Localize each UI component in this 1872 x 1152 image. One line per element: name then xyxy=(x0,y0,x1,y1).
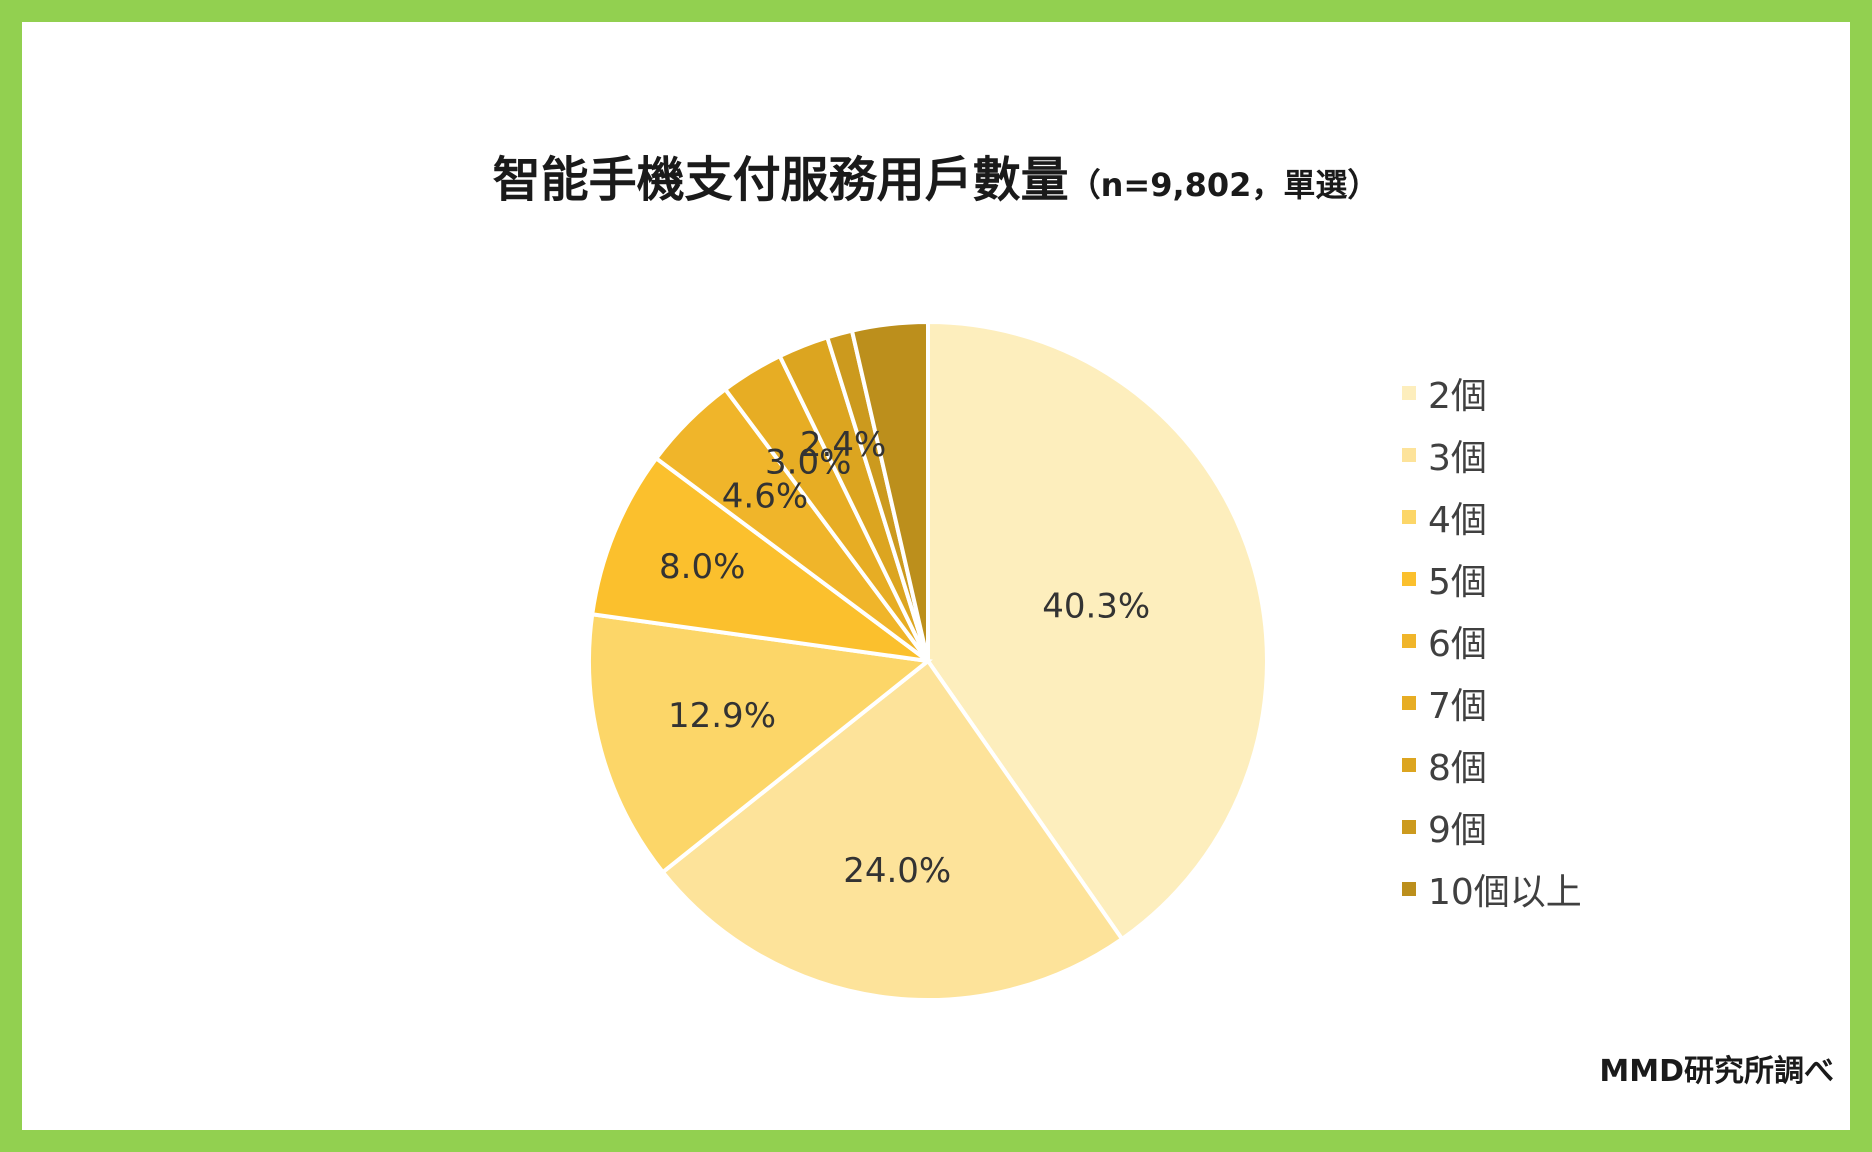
chart-title: 智能手機支付服務用戶數量（n=9,802，單選） xyxy=(0,140,1872,210)
legend-label: 4個 xyxy=(1428,500,1487,541)
legend-item: 7個 xyxy=(1402,672,1582,734)
legend-swatch xyxy=(1402,758,1416,772)
legend-label: 8個 xyxy=(1428,748,1487,789)
legend-item: 8個 xyxy=(1402,734,1582,796)
chart-title-main: 智能手機支付服務用戶數量 xyxy=(492,152,1069,208)
legend-swatch xyxy=(1402,386,1416,400)
source-note: MMD研究所調べ xyxy=(1599,1054,1834,1089)
pie-slice-3 xyxy=(586,612,933,875)
legend-item: 4個 xyxy=(1402,486,1582,548)
pie-slice-4 xyxy=(589,455,930,663)
pie-slice-2 xyxy=(659,658,1125,1002)
legend-label: 3個 xyxy=(1428,438,1487,479)
legend-item: 3個 xyxy=(1402,424,1582,486)
legend-label: 2個 xyxy=(1428,376,1487,417)
legend-label: 6個 xyxy=(1428,624,1487,665)
legend-item: 6個 xyxy=(1402,610,1582,672)
legend-label: 7個 xyxy=(1428,686,1487,727)
data-label-5: 4.6% xyxy=(722,477,808,517)
pie-slice-1 xyxy=(926,319,1269,942)
legend-label: 9個 xyxy=(1428,810,1487,851)
legend-swatch xyxy=(1402,882,1416,896)
data-label-2: 24.0% xyxy=(843,851,951,891)
legend-item: 2個 xyxy=(1402,362,1582,424)
data-label-4: 8.0% xyxy=(659,547,745,587)
legend-label: 5個 xyxy=(1428,562,1487,603)
legend-swatch xyxy=(1402,820,1416,834)
data-label-7: 2.4% xyxy=(800,425,886,465)
legend-swatch xyxy=(1402,448,1416,462)
legend-swatch xyxy=(1402,510,1416,524)
legend-item: 10個以上 xyxy=(1402,858,1582,920)
legend-label: 10個以上 xyxy=(1428,872,1582,913)
legend-swatch xyxy=(1402,696,1416,710)
legend-swatch xyxy=(1402,572,1416,586)
data-label-3: 12.9% xyxy=(668,696,776,736)
legend: 2個 3個 4個 5個 6個 7個 8個 9個 10個以上 xyxy=(1402,362,1582,920)
data-label-6: 3.0% xyxy=(765,443,851,483)
legend-item: 5個 xyxy=(1402,548,1582,610)
pie-slice-9 xyxy=(849,319,930,662)
legend-item: 9個 xyxy=(1402,796,1582,858)
legend-swatch xyxy=(1402,634,1416,648)
data-label-1: 40.3% xyxy=(1042,587,1150,627)
chart-subtitle: （n=9,802，單選） xyxy=(1068,166,1380,204)
